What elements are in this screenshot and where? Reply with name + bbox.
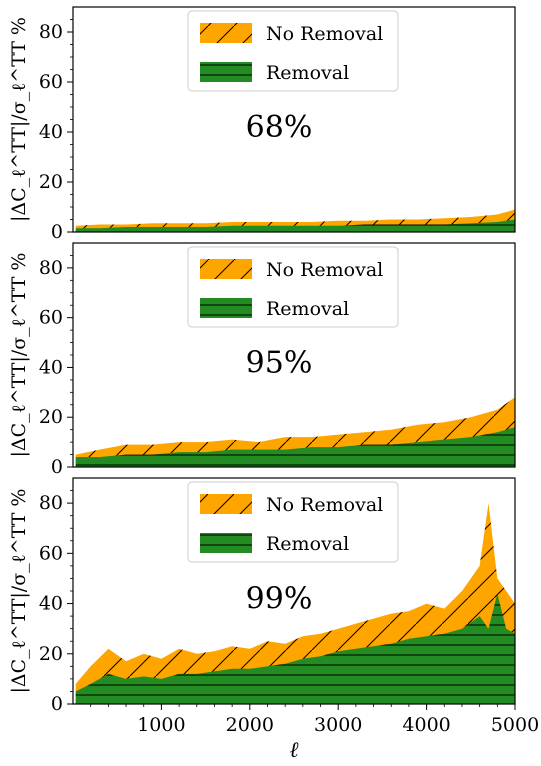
legend-label-removal: Removal bbox=[266, 298, 349, 320]
y-tick-label: 20 bbox=[39, 406, 63, 428]
panel-2: 0 20 40 60 80 |ΔC_ℓ^TT|/σ_ℓ^TT % No Removal Rem… bbox=[8, 242, 516, 478]
legend-label-removal: Removal bbox=[266, 533, 349, 555]
series-removal-area bbox=[75, 219, 515, 232]
y-axis-label: |ΔC_ℓ^TT|/σ_ℓ^TT % bbox=[8, 17, 30, 222]
y-tick-label: 40 bbox=[39, 356, 63, 378]
y-tick-label: 80 bbox=[39, 21, 63, 43]
y-axis-label: |ΔC_ℓ^TT|/σ_ℓ^TT % bbox=[8, 253, 30, 458]
x-tick-label: 4000 bbox=[402, 714, 450, 736]
x-tick-label: 5000 bbox=[491, 714, 539, 736]
x-tick-label: 1000 bbox=[137, 714, 185, 736]
panel-1: 0 20 40 60 80 |ΔC_ℓ^TT|/σ_ℓ^TT % No Removal Rem… bbox=[8, 6, 516, 243]
legend-label-no-removal: No Removal bbox=[266, 23, 383, 45]
series-removal-area bbox=[75, 593, 515, 704]
series-removal-area bbox=[75, 427, 515, 467]
y-tick-label: 60 bbox=[39, 542, 63, 564]
y-tick-label: 60 bbox=[39, 71, 63, 93]
y-tick-label: 80 bbox=[39, 492, 63, 514]
panel-annotation: 99% bbox=[246, 582, 313, 617]
legend-swatch-removal bbox=[200, 62, 252, 82]
y-tick-label: 0 bbox=[51, 221, 63, 243]
y-tick-label: 20 bbox=[39, 171, 63, 193]
legend-swatch-no-removal bbox=[200, 259, 252, 279]
chart-panels: 0 20 40 60 80 |ΔC_ℓ^TT|/σ_ℓ^TT % No Removal Rem… bbox=[8, 6, 516, 715]
x-axis-label: ℓ bbox=[289, 738, 299, 763]
legend-label-removal: Removal bbox=[266, 62, 349, 84]
y-tick-label: 40 bbox=[39, 593, 63, 615]
legend-label-no-removal: No Removal bbox=[266, 259, 383, 281]
y-tick-label: 0 bbox=[51, 456, 63, 478]
legend-label-no-removal: No Removal bbox=[266, 494, 383, 516]
y-tick-label: 80 bbox=[39, 257, 63, 279]
x-tick-label: 2000 bbox=[226, 714, 274, 736]
y-tick-label: 40 bbox=[39, 121, 63, 143]
legend-swatch-no-removal bbox=[200, 494, 252, 514]
y-tick-label: 60 bbox=[39, 307, 63, 329]
legend-swatch-removal bbox=[200, 533, 252, 553]
panel-annotation: 95% bbox=[246, 345, 313, 380]
legend-swatch-removal bbox=[200, 298, 252, 318]
x-tick-label: 3000 bbox=[314, 714, 362, 736]
panel-3: 0 20 40 60 80 |ΔC_ℓ^TT|/σ_ℓ^TT % No Removal Rem… bbox=[8, 477, 516, 715]
panel-annotation: 68% bbox=[246, 110, 313, 145]
y-tick-label: 20 bbox=[39, 643, 63, 665]
y-tick-label: 0 bbox=[51, 693, 63, 715]
x-axis: 1000 2000 3000 4000 5000 bbox=[90, 704, 539, 736]
legend-swatch-no-removal bbox=[200, 23, 252, 43]
y-axis-label: |ΔC_ℓ^TT|/σ_ℓ^TT % bbox=[8, 489, 30, 694]
